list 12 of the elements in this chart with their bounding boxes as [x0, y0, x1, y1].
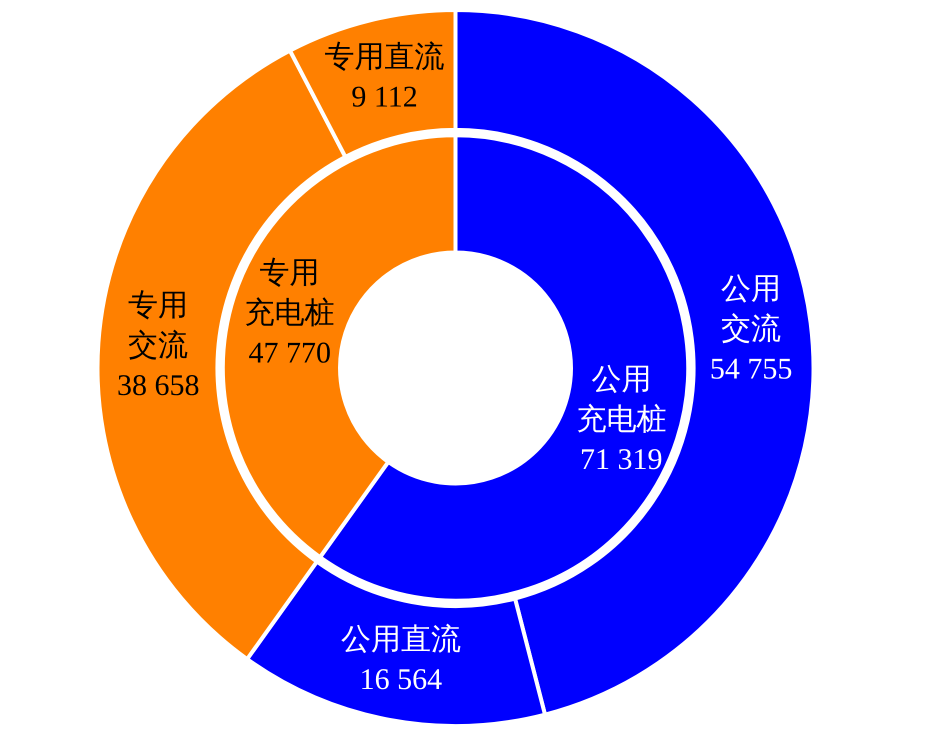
slice-label: 专用直流 [324, 40, 445, 74]
slice-label: 公用直流 [340, 622, 461, 656]
data-label: 47 770 [248, 336, 331, 370]
data-label: 71 319 [580, 443, 663, 476]
slice-label: 公用交流 [721, 272, 782, 346]
data-label: 16 564 [360, 662, 442, 696]
slice-label: 公用充电桩 [576, 363, 666, 436]
data-label: 54 755 [710, 352, 792, 386]
data-label: 9 112 [351, 80, 418, 114]
slice-label: 专用交流 [128, 288, 188, 362]
data-label: 38 658 [116, 368, 200, 402]
slice-label: 专用充电桩 [244, 256, 335, 330]
